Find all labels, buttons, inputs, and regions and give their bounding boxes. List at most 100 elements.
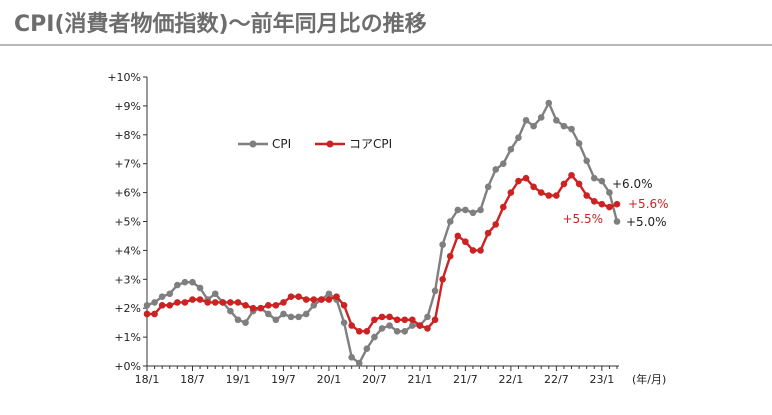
data-point — [189, 296, 196, 303]
data-point — [431, 287, 439, 295]
data-point — [424, 325, 431, 332]
data-point — [143, 310, 151, 318]
data-point — [560, 180, 568, 188]
data-point — [568, 171, 575, 179]
data-point — [575, 180, 583, 188]
data-point — [310, 302, 318, 309]
data-point — [492, 166, 500, 173]
data-point — [272, 302, 280, 309]
value-annotation: +5.5% — [562, 212, 603, 226]
y-tick-label: +10% — [107, 71, 141, 84]
x-tick-label: 21/7 — [453, 373, 478, 386]
x-tick-label: 23/1 — [589, 373, 614, 386]
data-point — [340, 302, 348, 309]
data-point — [409, 316, 416, 324]
y-tick-label: +2% — [114, 302, 141, 315]
y-tick-label: +7% — [114, 158, 141, 171]
data-point — [363, 345, 371, 352]
data-point — [545, 99, 553, 107]
data-point — [348, 354, 355, 361]
data-point — [158, 293, 166, 300]
data-point — [484, 183, 492, 191]
page-title: CPI(消費者物価指数)〜前年同月比の推移 — [14, 12, 427, 37]
data-point — [219, 299, 227, 306]
data-point — [401, 328, 409, 335]
data-point — [530, 183, 537, 191]
data-point — [242, 302, 249, 309]
data-point — [257, 304, 265, 312]
data-point — [613, 200, 621, 208]
data-point — [211, 299, 219, 306]
data-point — [545, 192, 553, 199]
data-point — [515, 134, 522, 141]
x-tick-label: 18/7 — [180, 373, 205, 386]
data-point — [454, 206, 462, 214]
data-point — [590, 197, 598, 205]
data-point — [416, 322, 424, 329]
y-tick-label: +8% — [114, 129, 141, 142]
value-annotation: +5.6% — [628, 197, 669, 211]
legend-label: コアCPI — [349, 137, 392, 151]
x-axis-ticks: 18/1 18/7 19/1 19/7 20/1 20/7 21/1 21/7 22/1 22/7… — [135, 366, 666, 386]
data-point — [340, 319, 348, 326]
data-point — [355, 359, 363, 367]
data-point — [272, 316, 280, 324]
data-point — [583, 157, 590, 165]
data-point — [166, 290, 174, 298]
data-point — [553, 117, 560, 124]
title-divider — [0, 44, 772, 46]
data-point — [302, 310, 310, 318]
data-point — [454, 232, 462, 240]
data-point — [143, 302, 151, 309]
data-point — [606, 203, 613, 211]
data-point — [613, 218, 621, 225]
data-point — [507, 189, 515, 196]
data-point — [151, 310, 158, 318]
data-point — [477, 206, 484, 214]
data-point — [439, 276, 446, 283]
data-point — [280, 299, 287, 306]
data-point — [409, 322, 416, 329]
data-point — [249, 304, 257, 312]
data-point — [287, 293, 295, 300]
data-point — [204, 299, 211, 306]
data-point — [393, 328, 401, 335]
series-lines — [143, 99, 621, 367]
data-point — [174, 299, 181, 306]
x-tick-label: 21/1 — [408, 373, 433, 386]
data-point — [310, 296, 318, 303]
y-tick-label: +6% — [114, 187, 141, 200]
data-point — [530, 122, 537, 130]
data-point — [348, 322, 355, 329]
data-point — [189, 278, 196, 286]
data-point — [537, 114, 545, 121]
data-point — [568, 125, 575, 133]
data-point — [355, 328, 363, 335]
chart-legend: CPI コアCPI — [238, 137, 392, 151]
data-point — [287, 313, 295, 321]
y-axis-ticks: +0% +1% +2% +3% +4% +5% +6% +7% +8% +9% +10% — [107, 71, 147, 373]
y-tick-label: +9% — [114, 100, 141, 113]
data-point — [386, 313, 393, 321]
data-point — [196, 284, 204, 292]
data-point — [333, 293, 340, 300]
data-point — [280, 310, 287, 318]
data-point — [181, 299, 189, 306]
data-point — [598, 200, 606, 208]
value-annotation: +6.0% — [612, 177, 653, 191]
data-point — [446, 218, 454, 225]
data-point — [378, 325, 386, 332]
data-point — [606, 189, 613, 196]
data-point — [499, 160, 507, 167]
data-point — [174, 281, 181, 289]
data-point — [507, 145, 515, 153]
data-point — [446, 252, 454, 260]
data-point — [590, 174, 598, 182]
data-point — [371, 316, 378, 324]
data-point — [234, 299, 242, 306]
data-point — [371, 333, 378, 341]
data-point — [158, 302, 166, 309]
data-point — [318, 296, 325, 303]
data-point — [439, 241, 446, 248]
